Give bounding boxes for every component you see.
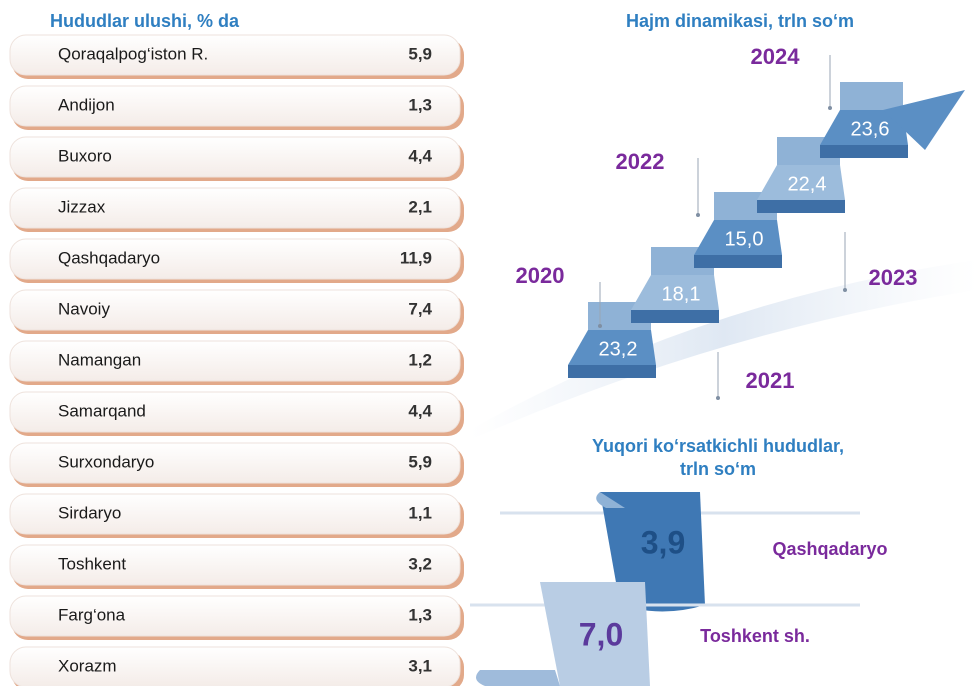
region-share: 7,4 <box>408 299 432 318</box>
ribbon-fold <box>596 492 625 508</box>
step-front <box>694 255 782 268</box>
year-label: 2023 <box>869 265 918 290</box>
row-pill <box>9 442 461 484</box>
leader-dot <box>843 288 847 292</box>
leader-dot <box>716 396 720 400</box>
row-pill <box>9 595 461 637</box>
row-pill <box>9 136 461 178</box>
leader-dot <box>828 106 832 110</box>
region-share: 1,3 <box>408 605 432 624</box>
leader-dot <box>598 324 602 328</box>
year-label: 2022 <box>616 149 665 174</box>
step-top <box>568 330 656 365</box>
region-share: 1,2 <box>408 350 432 369</box>
region-name: Surxondaryo <box>58 452 154 471</box>
step-top <box>757 165 845 200</box>
region-name: Xorazm <box>58 656 117 675</box>
region-name: Qoraqalpog‘iston R. <box>58 44 208 63</box>
step-top <box>694 220 782 255</box>
step-riser <box>840 82 903 110</box>
region-share: 4,4 <box>408 146 432 165</box>
step-value: 23,6 <box>851 118 890 140</box>
right-title: Hajm dinamikasi, trln so‘m <box>626 11 854 31</box>
region-share: 3,2 <box>408 554 432 573</box>
top-value: 3,9 <box>641 524 685 560</box>
bottom-title: Yuqori ko‘rsatkichli hududlar, <box>592 436 844 456</box>
ribbon <box>600 492 705 612</box>
year-label: 2021 <box>746 368 795 393</box>
step-front <box>757 200 845 213</box>
region-name: Samarqand <box>58 401 146 420</box>
ribbon-fold <box>476 670 560 686</box>
step-value: 15,0 <box>725 228 764 250</box>
row-pill <box>9 544 461 586</box>
region-share: 5,9 <box>408 452 432 471</box>
row-pill <box>9 646 461 686</box>
bottom-title: trln so‘m <box>680 459 756 479</box>
row-pill <box>9 34 461 76</box>
region-share: 1,3 <box>408 95 432 114</box>
step-top <box>820 110 908 145</box>
step-front <box>631 310 719 323</box>
year-label: 2024 <box>751 44 801 69</box>
row-pill <box>9 391 461 433</box>
top-region: Qashqadaryo <box>772 539 887 559</box>
region-name: Sirdaryo <box>58 503 121 522</box>
row-pill <box>9 493 461 535</box>
region-name: Farg‘ona <box>58 605 126 624</box>
region-name: Navoiy <box>58 299 110 318</box>
region-share: 2,1 <box>408 197 432 216</box>
left-title: Hududlar ulushi, % da <box>50 11 240 31</box>
ribbon <box>540 582 650 686</box>
leader-dot <box>696 213 700 217</box>
row-pill <box>9 289 461 331</box>
step-top <box>631 275 719 310</box>
step-value: 18,1 <box>662 283 701 305</box>
region-name: Buxoro <box>58 146 112 165</box>
region-share: 4,4 <box>408 401 432 420</box>
step-front <box>820 145 908 158</box>
row-pill <box>9 187 461 229</box>
region-share: 11,9 <box>400 248 432 267</box>
region-share: 3,1 <box>408 656 432 675</box>
row-pill <box>9 340 461 382</box>
top-region: Toshkent sh. <box>700 626 810 646</box>
row-pill <box>9 85 461 127</box>
region-name: Toshkent <box>58 554 126 573</box>
region-share: 1,1 <box>408 503 432 522</box>
year-label: 2020 <box>516 263 565 288</box>
region-share: 5,9 <box>408 44 432 63</box>
step-front <box>568 365 656 378</box>
step-value: 22,4 <box>788 173 827 195</box>
region-name: Qashqadaryo <box>58 248 160 267</box>
arrow-head <box>883 90 965 150</box>
region-name: Namangan <box>58 350 141 369</box>
region-name: Andijon <box>58 95 115 114</box>
step-value: 23,2 <box>599 338 638 360</box>
top-value: 7,0 <box>579 616 623 652</box>
row-pill <box>9 238 461 280</box>
swoosh <box>470 260 977 440</box>
region-name: Jizzax <box>58 197 106 216</box>
